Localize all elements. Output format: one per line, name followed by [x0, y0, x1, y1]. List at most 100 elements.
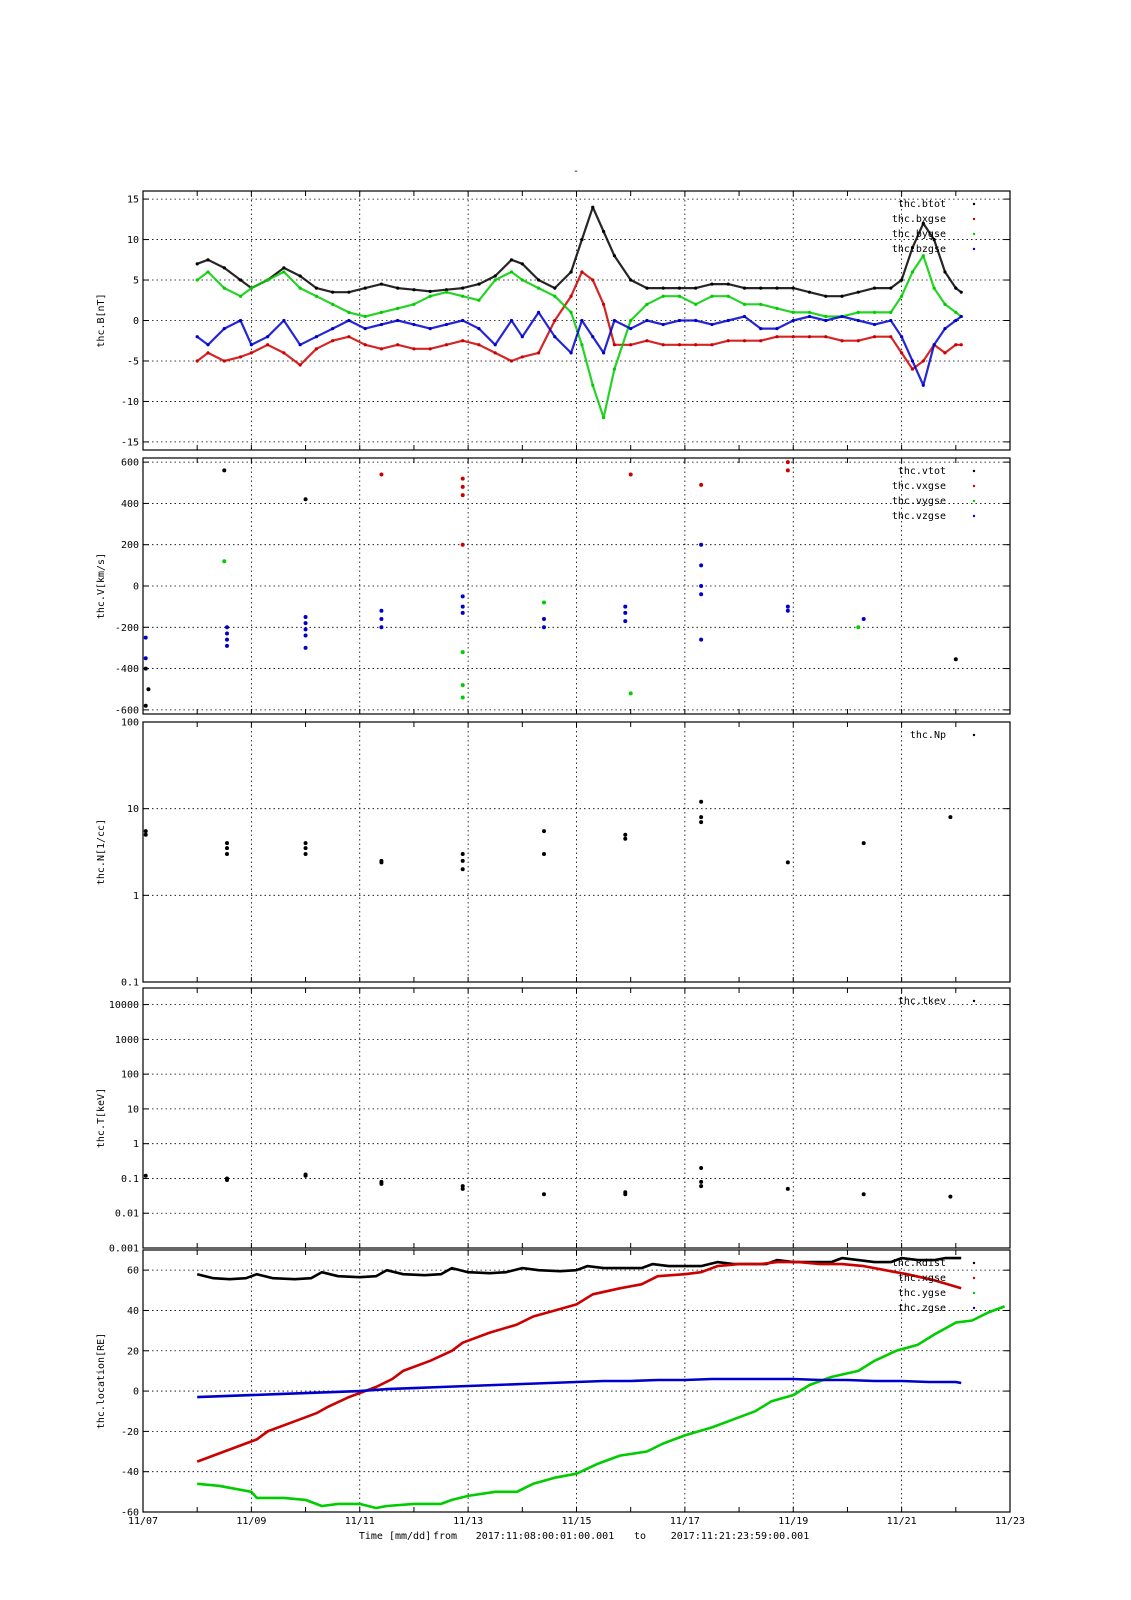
point-thc.bygse-14 [412, 302, 416, 306]
point-thc.bxgse-47 [910, 367, 915, 371]
point-thc.vzgse-3 [224, 631, 229, 636]
point-thc.bxgse-46 [900, 351, 904, 355]
point-thc.bxgse-13 [396, 343, 400, 347]
y-tick-label-4: 20 [127, 1346, 139, 1357]
x-tick-label-3: 11/13 [453, 1516, 483, 1527]
point-thc.bxgse-43 [856, 339, 860, 343]
point-thc.tkev-2 [224, 1178, 229, 1183]
point-thc.tkev-14 [699, 1165, 704, 1170]
series-line-thc.zgse [197, 1377, 962, 1399]
point-thc.btot-33 [694, 286, 698, 290]
point-thc.bygse-9 [331, 302, 335, 306]
legend-marker-thc.bxgse [972, 217, 976, 221]
point-thc.vzgse-2 [224, 625, 229, 630]
point-thc.vzgse-25 [699, 542, 704, 547]
legend-label-thc.Rdist: thc.Rdist [892, 1258, 946, 1269]
point-thc.vxgse-6 [785, 468, 790, 473]
point-thc.vygse-4 [541, 600, 546, 605]
point-thc.bxgse-3 [238, 355, 243, 359]
point-thc.bxgse-50 [943, 351, 947, 355]
point-thc.bygse-24 [569, 310, 573, 315]
point-thc.btot-38 [775, 286, 779, 290]
point-thc.bygse-48 [921, 254, 925, 258]
point-thc.vtot-1 [143, 703, 148, 708]
point-thc.bygse-28 [612, 367, 617, 371]
point-thc.bygse-19 [493, 278, 497, 282]
point-thc.bygse-11 [363, 314, 367, 319]
point-thc.bygse-16 [444, 290, 449, 294]
point-thc.bxgse-36 [742, 339, 747, 343]
point-thc.Np-7 [303, 851, 308, 856]
point-thc.bxgse-22 [536, 351, 541, 355]
point-thc.bzgse-45 [889, 318, 893, 323]
series-thc.xgse [196, 1260, 962, 1463]
point-thc.bxgse-42 [840, 339, 844, 343]
panel-location: -60 -40 -20 0 20 40 60 thc.location[RE] 11/07 11/… [96, 1249, 1025, 1527]
point-thc.bygse-40 [807, 310, 812, 315]
point-thc.bzgse-9 [331, 326, 335, 331]
point-thc.btot-19 [493, 274, 497, 278]
point-thc.bxgse-9 [331, 339, 335, 343]
point-thc.btot-15 [428, 289, 432, 293]
point-thc.bxgse-4 [249, 351, 253, 355]
point-thc.bxgse-2 [222, 359, 226, 363]
y-tick-label-3: 100 [121, 718, 139, 729]
point-thc.bygse-43 [856, 310, 860, 315]
point-thc.bzgse-13 [396, 318, 400, 323]
y-axis-label: thc.T[keV] [96, 1088, 107, 1148]
y-tick-label-6: 1000 [115, 1035, 139, 1046]
point-thc.bzgse-16 [444, 322, 449, 327]
point-thc.bxgse-7 [298, 363, 302, 367]
point-thc.bxgse-37 [759, 339, 763, 343]
point-thc.vzgse-1 [143, 656, 148, 661]
point-thc.btot-14 [412, 288, 416, 292]
series-line-thc.xgse [196, 1260, 962, 1463]
point-thc.vygse-2 [460, 650, 465, 655]
point-thc.bxgse-18 [477, 343, 481, 347]
point-thc.bzgse-6 [282, 318, 286, 323]
point-thc.bzgse-35 [726, 318, 730, 323]
y-tick-label-1: -10 [121, 397, 139, 408]
point-thc.bzgse-0 [195, 335, 199, 339]
point-thc.btot-34 [710, 282, 714, 286]
point-thc.vxgse-2 [460, 476, 465, 481]
y-axis-label: thc.B[nT] [96, 293, 107, 347]
point-thc.vtot-2 [146, 687, 151, 692]
series-thc.btot [195, 205, 963, 298]
point-thc.bxgse-14 [412, 347, 416, 351]
series-thc.vzgse [143, 542, 866, 661]
point-thc.bxgse-10 [347, 335, 351, 339]
point-thc.btot-45 [889, 286, 893, 290]
point-thc.bzgse-37 [759, 326, 763, 331]
legend-marker-thc.vtot [972, 469, 976, 473]
point-thc.bxgse-5 [266, 343, 270, 347]
point-thc.bxgse-27 [601, 302, 606, 306]
series-thc.vygse [222, 559, 861, 700]
legend-label-thc.tkev: thc.tkev [898, 996, 946, 1007]
point-thc.bygse-3 [238, 294, 243, 298]
point-thc.vzgse-19 [623, 604, 628, 609]
legend-label-thc.vzgse: thc.vzgse [892, 511, 946, 522]
point-thc.vxgse-0 [379, 472, 384, 477]
y-tick-label-6: 15 [127, 195, 139, 206]
point-thc.btot-10 [347, 290, 351, 294]
point-thc.Np-18 [699, 820, 704, 825]
y-tick-label-1: -40 [121, 1467, 139, 1478]
legend-label-thc.zgse: thc.zgse [898, 1303, 946, 1314]
point-thc.btot-0 [195, 262, 199, 266]
legend-marker-thc.zgse [972, 1306, 976, 1310]
point-thc.btot-39 [791, 286, 795, 290]
point-thc.Np-12 [460, 867, 465, 872]
point-thc.bygse-38 [775, 306, 779, 310]
point-thc.vxgse-8 [460, 493, 465, 498]
point-thc.vzgse-12 [379, 617, 384, 622]
point-thc.bygse-2 [222, 286, 226, 290]
y-tick-label-0: -60 [121, 1508, 139, 1519]
point-thc.Np-6 [303, 841, 308, 846]
point-thc.btot-35 [726, 282, 730, 286]
x-tick-label-5: 11/17 [670, 1516, 700, 1527]
footer: Time [mm/dd] from 2017:11:08:00:01:00.00… [359, 1531, 809, 1542]
point-thc.bygse-51 [954, 310, 958, 315]
point-thc.bzgse-49 [932, 343, 936, 347]
